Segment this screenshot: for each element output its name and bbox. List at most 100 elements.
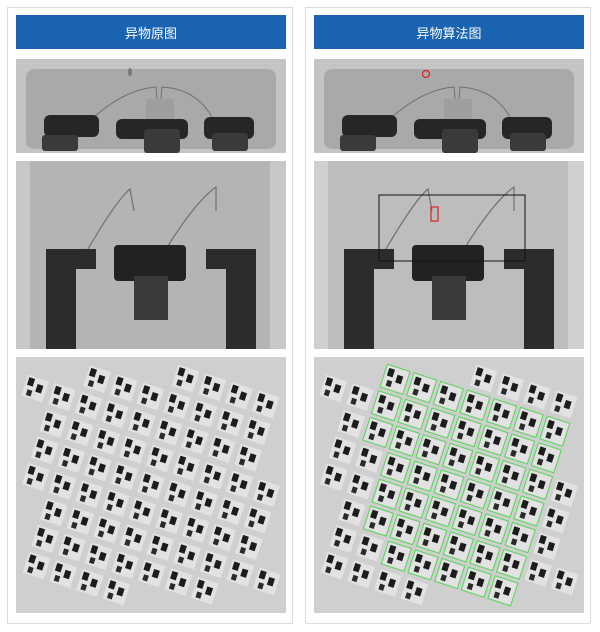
- component-cell: [379, 363, 411, 395]
- component: [256, 426, 266, 437]
- detection-box: [503, 433, 536, 465]
- component-cell: [189, 399, 218, 428]
- component-cell: [329, 525, 358, 553]
- component-cell: [22, 551, 51, 580]
- component: [229, 396, 237, 404]
- component: [468, 570, 477, 581]
- component: [537, 479, 546, 490]
- component: [342, 512, 349, 521]
- xray-image-2: [16, 161, 286, 349]
- detection-box: [415, 434, 447, 466]
- component: [368, 521, 376, 529]
- component-cell: [406, 460, 439, 492]
- component: [422, 471, 431, 482]
- component: [343, 500, 352, 511]
- component: [194, 502, 202, 511]
- component: [27, 566, 34, 574]
- component-cell: [31, 525, 60, 553]
- lead-right: [206, 249, 256, 349]
- component: [493, 591, 501, 599]
- component: [395, 374, 404, 385]
- component-cell: [337, 498, 366, 527]
- component: [334, 561, 343, 571]
- component: [194, 435, 204, 446]
- component-cell: [485, 398, 518, 430]
- component-cell: [533, 532, 561, 561]
- detection-box: [512, 406, 544, 439]
- component: [71, 454, 80, 465]
- lead: [442, 129, 478, 153]
- component: [36, 527, 46, 538]
- component: [413, 376, 422, 386]
- component-cell: [163, 479, 192, 508]
- component-cell: [225, 470, 254, 499]
- detection-box: [370, 390, 403, 422]
- component: [116, 464, 125, 475]
- component: [520, 533, 529, 543]
- component-cell: [380, 540, 413, 572]
- detection-box: [398, 487, 430, 519]
- component: [457, 520, 465, 529]
- component: [35, 451, 42, 459]
- component: [134, 500, 143, 510]
- component-cell: [495, 548, 528, 580]
- component: [204, 464, 213, 474]
- component: [475, 400, 484, 411]
- component: [369, 421, 378, 431]
- component: [176, 467, 184, 475]
- detection-box: [424, 407, 456, 439]
- component: [385, 379, 393, 388]
- component-cell: [251, 390, 280, 419]
- component-cell: [83, 365, 111, 394]
- component: [81, 571, 90, 582]
- component-cell: [154, 417, 183, 446]
- component: [54, 474, 63, 484]
- component: [528, 417, 537, 428]
- component-cell: [530, 442, 562, 474]
- component: [414, 464, 423, 475]
- component: [152, 535, 161, 546]
- component-cell: [252, 567, 281, 596]
- component: [70, 433, 77, 441]
- component-cell: [432, 380, 464, 413]
- component: [439, 485, 447, 493]
- component: [169, 482, 178, 492]
- component-cell: [208, 523, 237, 552]
- component-cell: [523, 381, 551, 410]
- component-cell: [74, 391, 103, 420]
- component: [352, 474, 361, 484]
- component: [483, 374, 492, 384]
- component: [63, 569, 72, 580]
- component: [528, 506, 538, 517]
- component: [483, 441, 491, 449]
- component: [132, 423, 139, 432]
- component: [474, 467, 482, 475]
- component: [239, 446, 249, 456]
- component: [351, 385, 360, 396]
- component: [26, 477, 33, 485]
- component: [116, 587, 125, 597]
- component: [35, 472, 45, 483]
- xray-image-1: [16, 59, 286, 153]
- lead: [212, 133, 248, 151]
- component: [546, 520, 553, 528]
- component: [230, 417, 239, 428]
- component: [221, 444, 230, 455]
- component: [230, 484, 237, 493]
- detection-box: [459, 478, 492, 510]
- component: [53, 574, 61, 583]
- component: [501, 476, 509, 484]
- component-cell: [84, 542, 113, 571]
- component-cell: [190, 488, 219, 517]
- component: [187, 517, 196, 528]
- component-cell: [243, 505, 272, 534]
- component-cell: [468, 451, 500, 483]
- component: [554, 405, 561, 413]
- component: [115, 565, 123, 573]
- component: [26, 377, 36, 387]
- component: [387, 456, 396, 466]
- component: [114, 476, 122, 485]
- component-cell: [173, 541, 201, 570]
- panel-header: 异物原图: [16, 15, 286, 49]
- component: [448, 459, 455, 467]
